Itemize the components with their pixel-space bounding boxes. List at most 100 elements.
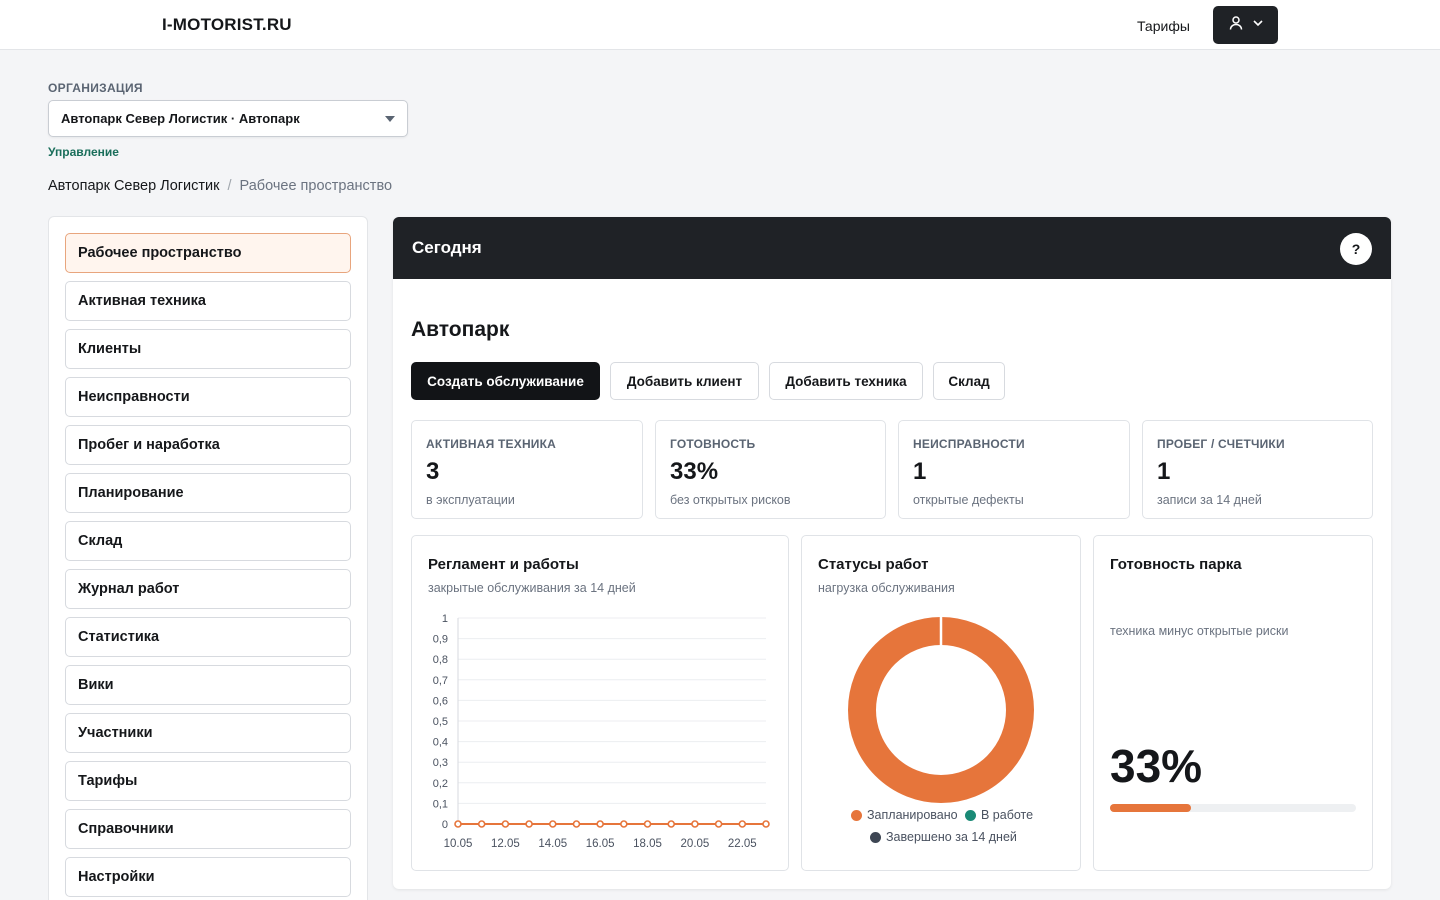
data-point xyxy=(596,820,604,828)
card-title: Готовность парка xyxy=(1110,556,1242,573)
kpi-card-readiness: ГОТОВНОСТЬ 33% без открытых рисков xyxy=(655,420,886,519)
sidebar-item-clients[interactable]: Клиенты xyxy=(65,329,351,369)
x-tick-label: 18.05 xyxy=(633,838,662,850)
user-menu-button[interactable] xyxy=(1213,6,1278,44)
sidebar-item-references[interactable]: Справочники xyxy=(65,809,351,849)
breadcrumb-current: Рабочее пространство xyxy=(239,178,393,194)
tariffs-link[interactable]: Тарифы xyxy=(1137,18,1190,34)
sidebar-item-wiki[interactable]: Вики xyxy=(65,665,351,705)
kpi-caption: записи за 14 дней xyxy=(1157,493,1262,507)
y-tick-label: 0,1 xyxy=(433,798,448,810)
caret-down-icon xyxy=(385,116,395,122)
works-line-chart: 0 0,1 0,2 0,3 0,4 0,5 0,6 0,7 0,8 0,9 1 10.05 12.05 1… xyxy=(433,613,770,850)
sidebar-item-tariffs[interactable]: Тарифы xyxy=(65,761,351,801)
x-tick-label: 10.05 xyxy=(444,838,473,850)
kpi-label: ПРОБЕГ / СЧЕТЧИКИ xyxy=(1157,437,1285,451)
kpi-card-mileage: ПРОБЕГ / СЧЕТЧИКИ 1 записи за 14 дней xyxy=(1142,420,1373,519)
y-tick-label: 0,3 xyxy=(433,757,448,769)
sidebar-item-statistics[interactable]: Статистика xyxy=(65,617,351,657)
readiness-progress-bar xyxy=(1110,804,1356,812)
sidebar-item-workspace[interactable]: Рабочее пространство xyxy=(65,233,351,273)
kpi-card-faults: НЕИСПРАВНОСТИ 1 открытые дефекты xyxy=(898,420,1130,519)
kpi-value: 3 xyxy=(426,458,440,485)
organization-label: ОРГАНИЗАЦИЯ xyxy=(48,81,143,95)
data-point xyxy=(691,820,699,828)
x-tick-label: 16.05 xyxy=(586,838,615,850)
y-tick-label: 0,2 xyxy=(433,778,448,790)
sidebar-item-work-log[interactable]: Журнал работ xyxy=(65,569,351,609)
add-client-button[interactable]: Добавить клиент xyxy=(610,362,759,400)
data-point xyxy=(643,820,652,828)
data-point xyxy=(667,820,676,828)
card-title: Статусы работ xyxy=(818,556,929,573)
legend-dot xyxy=(965,809,976,821)
data-point xyxy=(572,820,581,828)
data-point xyxy=(454,820,462,828)
data-point xyxy=(501,820,510,828)
chevron-down-icon xyxy=(1252,16,1264,34)
y-tick-label: 1 xyxy=(442,613,448,625)
x-tick-label: 12.05 xyxy=(491,838,520,850)
sidebar-item-settings[interactable]: Настройки xyxy=(65,857,351,897)
kpi-caption: открытые дефекты xyxy=(913,493,1024,507)
brand-logo[interactable]: I-MOTORIST.RU xyxy=(162,15,292,34)
y-tick-label: 0,8 xyxy=(433,654,448,666)
kpi-card-active-vehicles: АКТИВНАЯ ТЕХНИКА 3 в эксплуатации xyxy=(411,420,643,519)
works-chart-card: Регламент и работы закрытые обслуживания… xyxy=(411,535,789,871)
legend-label: Завершено за 14 дней xyxy=(886,830,1017,844)
y-tick-label: 0,4 xyxy=(433,737,448,749)
kpi-label: НЕИСПРАВНОСТИ xyxy=(913,437,1025,451)
data-point xyxy=(762,820,770,828)
breadcrumb: Автопарк Север Логистик / Рабочее простр… xyxy=(48,178,392,194)
data-point xyxy=(525,820,533,828)
organization-selected-value: Автопарк Север Логистик · Автопарк xyxy=(61,111,300,126)
kpi-value: 1 xyxy=(1157,458,1171,485)
sidebar: Рабочее пространство Активная техника Кл… xyxy=(48,216,368,900)
organization-select[interactable]: Автопарк Север Логистик · Автопарк xyxy=(48,100,408,137)
y-tick-label: 0,7 xyxy=(433,675,448,687)
kpi-label: АКТИВНАЯ ТЕХНИКА xyxy=(426,437,557,451)
y-tick-label: 0 xyxy=(442,819,448,831)
y-tick-label: 0,5 xyxy=(433,716,448,728)
sidebar-item-active-vehicles[interactable]: Активная техника xyxy=(65,281,351,321)
data-point xyxy=(620,820,628,828)
user-icon xyxy=(1228,15,1244,36)
card-title: Регламент и работы xyxy=(428,556,579,573)
readiness-card: Готовность парка техника минус открытые … xyxy=(1093,535,1373,871)
legend-item-in-progress[interactable]: В работе xyxy=(965,808,1033,822)
kpi-value: 33% xyxy=(670,458,719,485)
readiness-progress-fill xyxy=(1110,804,1192,812)
legend-label: Запланировано xyxy=(867,808,958,822)
sidebar-item-faults[interactable]: Неисправности xyxy=(65,377,351,417)
legend-label: В работе xyxy=(981,808,1034,822)
page-title: Сегодня xyxy=(412,238,482,257)
add-vehicle-button[interactable]: Добавить техника xyxy=(769,362,923,400)
kpi-caption: в эксплуатации xyxy=(426,493,515,507)
warehouse-button[interactable]: Склад xyxy=(933,362,1005,400)
legend-dot xyxy=(851,809,862,821)
sidebar-item-planning[interactable]: Планирование xyxy=(65,473,351,513)
card-subtitle: закрытые обслуживания за 14 дней xyxy=(428,581,636,595)
data-point xyxy=(548,820,557,828)
legend-dot xyxy=(870,831,881,843)
x-tick-label: 20.05 xyxy=(681,838,710,850)
create-service-button[interactable]: Создать обслуживание xyxy=(411,362,600,400)
readiness-value: 33% xyxy=(1110,740,1203,792)
sidebar-item-members[interactable]: Участники xyxy=(65,713,351,753)
card-subtitle: нагрузка обслуживания xyxy=(818,581,955,595)
status-donut-chart xyxy=(848,616,1034,803)
kpi-label: ГОТОВНОСТЬ xyxy=(670,437,756,451)
data-point xyxy=(738,820,747,828)
breadcrumb-root[interactable]: Автопарк Север Логистик xyxy=(48,178,220,194)
top-bar: I-MOTORIST.RU Тарифы xyxy=(0,0,1440,50)
main-header: Сегодня ? xyxy=(393,217,1391,279)
sidebar-item-warehouse[interactable]: Склад xyxy=(65,521,351,561)
sidebar-item-mileage[interactable]: Пробег и наработка xyxy=(65,425,351,465)
legend-item-completed[interactable]: Завершено за 14 дней xyxy=(870,830,1017,844)
card-subtitle: техника минус открытые риски xyxy=(1110,624,1289,638)
y-tick-label: 0,6 xyxy=(433,695,448,707)
kpi-value: 1 xyxy=(913,458,927,485)
help-button[interactable]: ? xyxy=(1340,233,1372,265)
manage-link[interactable]: Управление xyxy=(48,145,119,159)
legend-item-planned[interactable]: Запланировано xyxy=(851,808,958,822)
